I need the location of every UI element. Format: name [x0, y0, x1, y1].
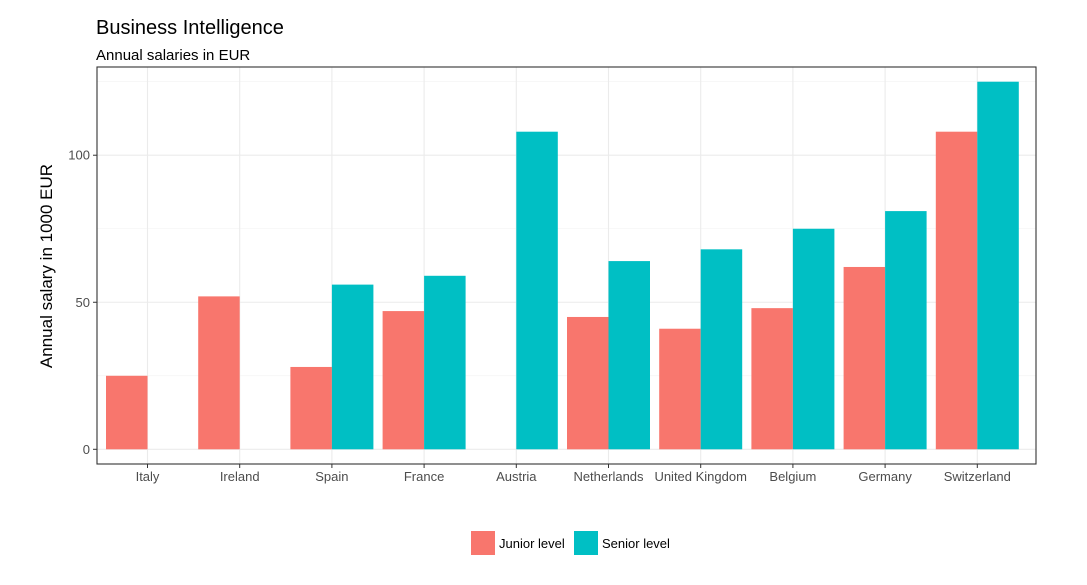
plot-border	[96, 66, 1037, 465]
bar-junior-belgium	[751, 308, 793, 450]
bar-senior-spain	[331, 284, 374, 450]
x-tick-label: France	[404, 469, 444, 484]
legend-label-junior: Junior level	[499, 536, 565, 551]
bar-junior-italy	[106, 375, 148, 450]
y-tick-label: 100	[68, 148, 90, 163]
chart-title: Business Intelligence	[96, 17, 284, 39]
x-tick-label: United Kingdom	[654, 469, 747, 484]
y-tick-label: 0	[83, 442, 90, 457]
bar-senior-switzerland	[977, 81, 1019, 450]
bar-senior-netherlands	[608, 261, 650, 450]
bar-senior-united-kingdom	[700, 249, 743, 450]
bar-junior-spain	[290, 366, 332, 450]
bar-senior-france	[424, 275, 466, 450]
bar-senior-germany	[885, 211, 927, 450]
x-tick-label: Ireland	[220, 469, 260, 484]
plot-panel: 0 50 100 Italy Ireland Spain France Austria Neth…	[68, 66, 1037, 484]
x-tick-label: Netherlands	[573, 469, 644, 484]
y-axis-label: Annual salary in 1000 EUR	[37, 164, 56, 368]
bar-junior-united-kingdom	[659, 328, 701, 450]
bar-senior-belgium	[792, 228, 835, 450]
legend-key-senior	[574, 531, 598, 555]
x-tick-label: Switzerland	[944, 469, 1011, 484]
x-tick-label: Spain	[315, 469, 348, 484]
bar-junior-france	[382, 311, 425, 450]
x-tick-label: Italy	[136, 469, 160, 484]
bar-junior-ireland	[198, 296, 240, 450]
chart-subtitle: Annual salaries in EUR	[96, 47, 250, 64]
x-tick-label: Germany	[858, 469, 912, 484]
legend-key-junior	[471, 531, 495, 555]
bar-junior-netherlands	[567, 316, 609, 450]
bar-junior-germany	[843, 266, 886, 450]
bar-junior-switzerland	[935, 131, 978, 450]
x-tick-label: Belgium	[769, 469, 816, 484]
legend-label-senior: Senior level	[602, 536, 670, 551]
x-tick-label: Austria	[496, 469, 537, 484]
y-tick-label: 50	[76, 295, 90, 310]
bar-senior-austria	[516, 131, 558, 450]
legend: Junior level Senior level	[471, 531, 670, 555]
